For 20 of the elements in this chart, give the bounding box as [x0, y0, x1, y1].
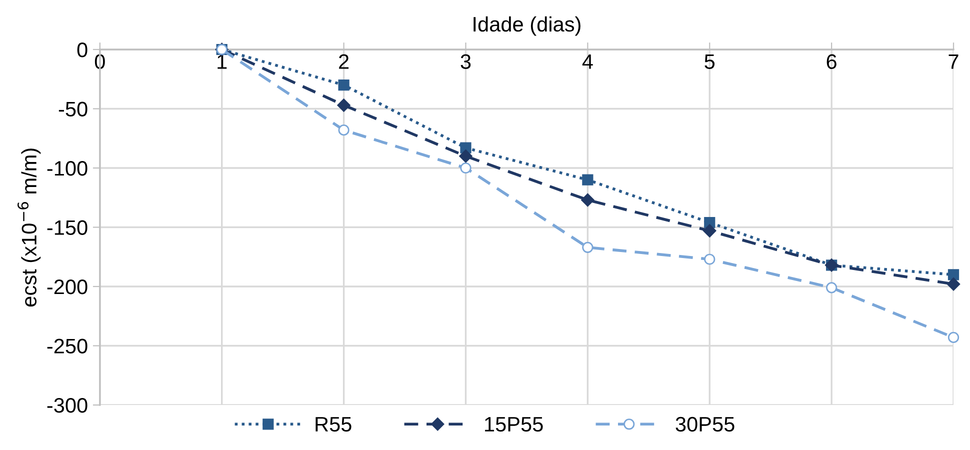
y-axis-title: ecst (x10$^{−6}$ m/m): [18, 148, 41, 306]
y-tick-label: -250: [47, 338, 88, 354]
x-tick-label: 1: [218, 54, 227, 69]
y-tick-label: -150: [47, 220, 88, 236]
y-tick-label: 0: [77, 42, 88, 58]
y-tick-label: -50: [58, 102, 88, 117]
x-tick-label: 0: [94, 54, 105, 69]
x-axis-title: Idade (dias): [474, 16, 580, 36]
y-tick-label: -300: [47, 398, 88, 413]
legend-label: R55: [316, 417, 352, 432]
x-tick-label: 2: [339, 54, 349, 69]
legend-label: 15P55: [485, 417, 543, 432]
y-tick-label: -200: [47, 280, 88, 294]
x-tick-label: 4: [582, 54, 593, 69]
legend-label: 30P55: [676, 416, 734, 432]
x-tick-label: 5: [704, 54, 715, 69]
x-tick-label: 3: [460, 54, 471, 69]
x-tick-label: 6: [826, 54, 836, 69]
y-tick-label: -100: [47, 161, 88, 176]
x-tick-label: 7: [948, 54, 958, 69]
